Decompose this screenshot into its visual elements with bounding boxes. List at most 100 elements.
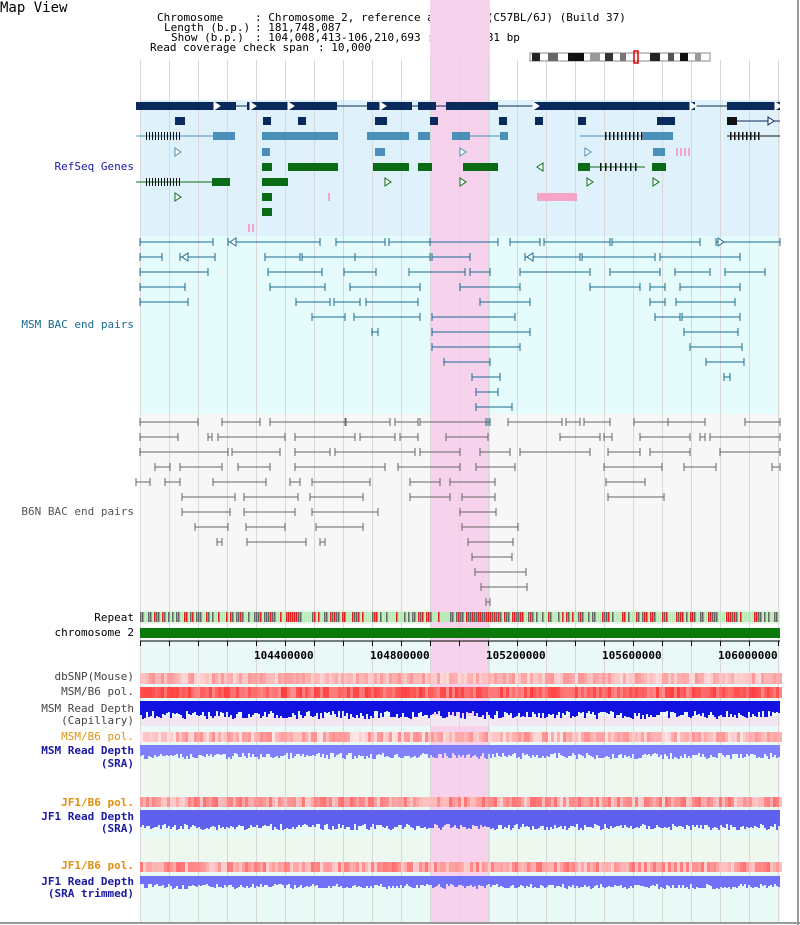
msm-b6-pol-sra-heat-cell <box>527 732 530 742</box>
dbsnp-heat-cell <box>506 673 509 684</box>
msm-depth-sra-bar <box>658 745 660 757</box>
dbsnp-heat-cell <box>491 673 494 684</box>
msm-b6-pol-sra-heat-cell <box>620 732 623 742</box>
exon-tick <box>179 132 180 140</box>
msm-b6-pol-sra-heat-cell <box>593 732 596 742</box>
jf1-depth-trimmed-bar <box>256 876 258 886</box>
msm-b6-pol-heat-cell <box>515 687 518 698</box>
msm-b6-pol-heat-cell <box>482 687 485 698</box>
exon-tick <box>621 132 623 140</box>
jf1-b6-pol-heat-cell <box>752 797 755 807</box>
jf1-b6-pol-heat-cell <box>467 797 470 807</box>
jf1-b6-pol-trimmed-heat-cell <box>335 862 338 872</box>
jf1-depth-trimmed-bar <box>518 876 520 887</box>
msm-depth-sra-bar <box>528 745 530 756</box>
exon-tick <box>625 163 627 171</box>
repeat-mark <box>534 612 536 622</box>
msm-b6-pol-heat-cell <box>332 687 335 698</box>
axis-tick-label: 105200000 <box>486 649 546 662</box>
jf1-b6-pol-trimmed-heat-cell <box>476 862 479 872</box>
msm-b6-pol-heat-cell <box>740 687 743 698</box>
msm-depth-sra-bar <box>396 745 398 754</box>
dbsnp-heat-cell <box>734 673 737 684</box>
jf1-b6-pol-heat-cell <box>500 797 503 807</box>
repeat-mark <box>408 612 410 622</box>
msm-b6-pol-heat-cell <box>689 687 692 698</box>
repeat-mark <box>424 612 426 622</box>
jf1-b6-pol-trimmed-heat-cell <box>512 862 515 872</box>
jf1-depth-trimmed-bar <box>434 876 436 887</box>
msm-depth-capillary-bar <box>536 701 538 717</box>
msm-b6-pol-sra-heat-cell <box>662 732 665 742</box>
msm-depth-sra-bar <box>680 745 682 756</box>
msm-b6-pol-sra-heat-cell <box>572 732 575 742</box>
msm-b6-pol-sra-heat-cell <box>704 732 707 742</box>
repeat-mark <box>760 612 762 622</box>
exon-tick <box>620 163 622 171</box>
msm-b6-pol-sra-heat-cell <box>689 732 692 742</box>
msm-depth-sra-bar <box>276 745 278 756</box>
msm-b6-pol-heat-cell <box>446 687 449 698</box>
dbsnp-heat-cell <box>575 673 578 684</box>
jf1-b6-pol-trimmed-heat-cell <box>767 862 770 872</box>
jf1-depth-trimmed-bar <box>196 876 198 887</box>
track-label-jf1-b6-pol-trimmed: JF1/B6 pol. <box>61 859 134 872</box>
msm-depth-sra-bar <box>170 745 172 755</box>
msm-depth-sra-bar <box>570 745 572 756</box>
jf1-depth-trimmed-bar <box>182 876 184 885</box>
msm-depth-capillary-bar <box>540 701 542 718</box>
jf1-depth-trimmed-bar <box>368 876 370 888</box>
jf1-b6-pol-heat-cell <box>713 797 716 807</box>
msm-depth-sra-bar <box>660 745 662 755</box>
jf1-b6-pol-trimmed-heat-cell <box>443 862 446 872</box>
jf1-b6-pol-heat-cell <box>419 797 422 807</box>
jf1-depth-sra-bar <box>730 810 732 825</box>
jf1-b6-pol-heat-cell <box>491 797 494 807</box>
jf1-b6-pol-heat-cell <box>245 797 248 807</box>
msm-depth-sra-bar <box>406 745 408 756</box>
jf1-depth-sra-bar <box>210 810 212 827</box>
exon-tick <box>173 178 174 186</box>
msm-b6-pol-heat-cell <box>677 687 680 698</box>
jf1-b6-pol-heat-cell <box>560 797 563 807</box>
jf1-depth-sra-bar <box>672 810 674 824</box>
repeat-mark <box>756 612 758 622</box>
jf1-b6-pol-heat-cell <box>149 797 152 807</box>
jf1-b6-pol-trimmed-heat-cell <box>689 862 692 872</box>
strand-arrow <box>181 252 189 262</box>
dbsnp-heat-cell <box>617 673 620 684</box>
jf1-depth-trimmed-bar <box>420 876 422 885</box>
msm-depth-capillary-bar <box>482 701 484 715</box>
msm-depth-sra-bar <box>496 745 498 753</box>
jf1-b6-pol-trimmed-heat-cell <box>614 862 617 872</box>
msm-depth-sra-bar <box>386 745 388 756</box>
msm-depth-sra-bar <box>580 745 582 755</box>
refseq-gene <box>262 193 272 201</box>
jf1-b6-pol-heat-cell <box>644 797 647 807</box>
jf1-b6-pol-heat-cell <box>344 797 347 807</box>
jf1-b6-pol-heat-cell <box>413 797 416 807</box>
jf1-b6-pol-heat-cell <box>674 797 677 807</box>
jf1-b6-pol-heat-cell <box>452 797 455 807</box>
dbsnp-heat-cell <box>287 673 290 684</box>
msm-depth-sra-bar <box>140 745 142 756</box>
msm-depth-capillary-bar <box>182 701 184 718</box>
msm-depth-sra-bar <box>234 745 236 753</box>
msm-depth-sra-bar <box>694 745 696 755</box>
jf1-b6-pol-trimmed-heat-cell <box>392 862 395 872</box>
repeat-mark <box>764 612 766 622</box>
jf1-depth-trimmed-bar <box>502 876 504 887</box>
repeat-mark <box>446 612 448 622</box>
track-label-jf1-depth-sub: (SRA) <box>100 822 134 835</box>
jf1-depth-trimmed-bar <box>222 876 224 888</box>
dbsnp-heat-cell <box>671 673 674 684</box>
jf1-depth-sra-bar <box>300 810 302 827</box>
msm-depth-capillary-bar <box>200 701 202 715</box>
jf1-b6-pol-trimmed-heat-cell <box>728 862 731 872</box>
jf1-b6-pol-trimmed-heat-cell <box>179 862 182 872</box>
exon-tick <box>758 132 760 140</box>
repeat-mark <box>550 612 552 622</box>
jf1-b6-pol-trimmed-heat-cell <box>449 862 452 872</box>
jf1-b6-pol-heat-cell <box>548 797 551 807</box>
